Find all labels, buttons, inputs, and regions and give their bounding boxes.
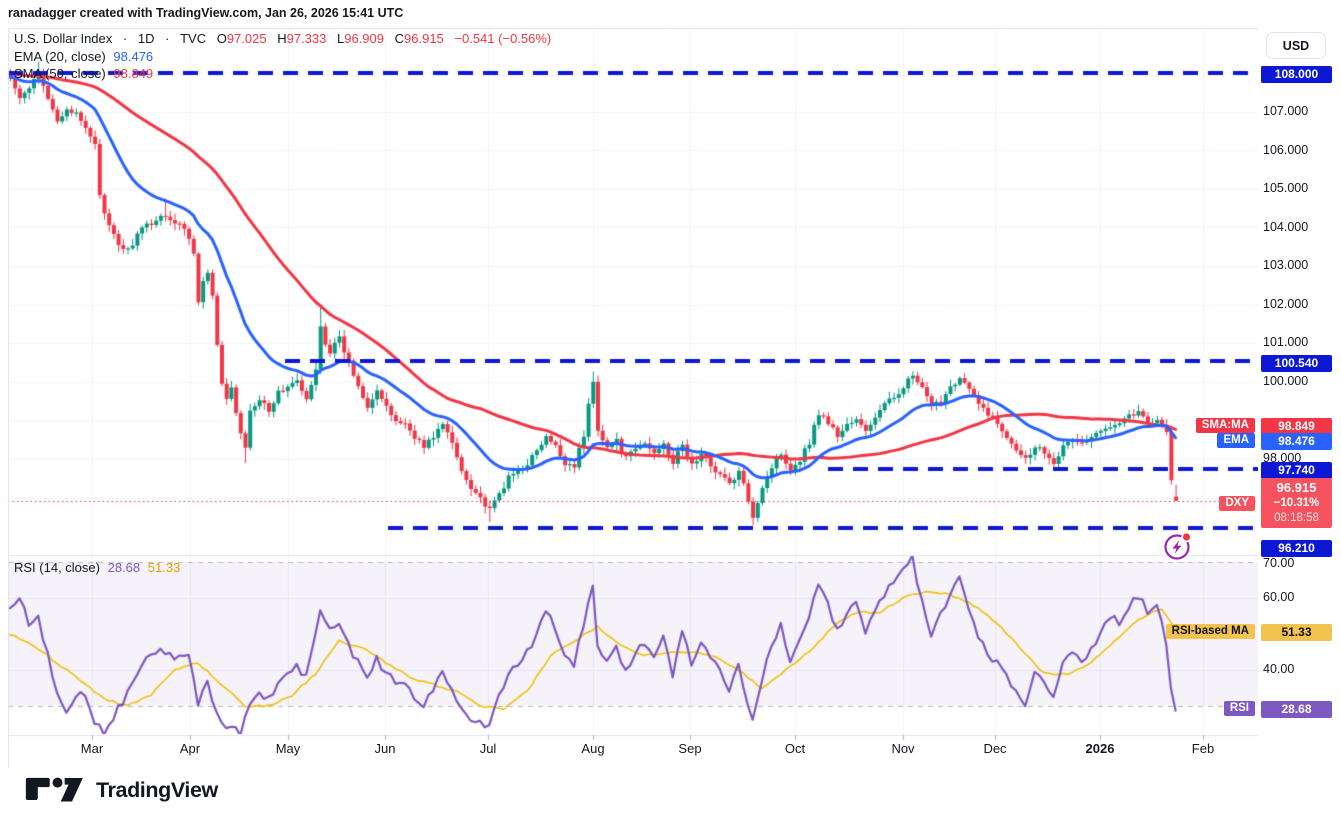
time-axis-label-feb: Feb xyxy=(1191,741,1215,756)
sma-legend-row[interactable]: SMA (50, close) 98.849 xyxy=(14,66,153,81)
price-axis-label: 105.000 xyxy=(1263,181,1309,195)
ema-legend-value: 98.476 xyxy=(113,49,154,64)
time-axis-label-2026: 2026 xyxy=(1085,741,1115,756)
rsi-legend-label: RSI (14, close) xyxy=(14,560,100,575)
time-axis-label-dec: Dec xyxy=(983,741,1007,756)
flash-notification-icon[interactable] xyxy=(1160,526,1196,564)
time-axis-label-nov: Nov xyxy=(891,741,915,756)
ohlc-low-value: 96.909 xyxy=(344,31,384,46)
ema-legend-label: EMA (20, close) xyxy=(14,49,106,64)
notification-dot xyxy=(1181,531,1192,543)
symbol-exchange: TVC xyxy=(180,31,207,46)
time-axis-label-jun: Jun xyxy=(374,741,396,756)
rsi-name-chip: RSI xyxy=(1223,701,1255,716)
ohlc-close-letter: C xyxy=(394,31,405,46)
price-axis-label: 98.000 xyxy=(1263,451,1302,465)
chart-plot-area[interactable] xyxy=(8,28,1333,768)
attribution-text: ranadagger created with TradingView.com,… xyxy=(8,6,404,20)
symbol-title: U.S. Dollar Index xyxy=(14,31,113,46)
symbol-name-chip: DXY xyxy=(1219,496,1255,511)
ema-value-chip: 98.476 xyxy=(1261,433,1332,450)
time-axis-label-apr: Apr xyxy=(179,741,201,756)
rsi-legend-value: 28.68 xyxy=(107,560,141,575)
last-price-change: −10.31% xyxy=(1273,497,1320,509)
level-chip-100540[interactable]: 100.540 xyxy=(1261,355,1332,372)
tradingview-logo[interactable]: TradingView xyxy=(24,777,218,803)
bar-countdown: 08:18:58 xyxy=(1274,512,1319,524)
price-axis-label: 103.000 xyxy=(1263,258,1309,272)
level-chip-108[interactable]: 108.000 xyxy=(1261,66,1332,83)
legend-separator: · xyxy=(165,31,170,46)
rsi-axis-label: 70.00 xyxy=(1263,556,1295,570)
sma-legend-label: SMA (50, close) xyxy=(14,66,106,81)
symbol-interval: 1D xyxy=(137,31,155,46)
ohlc-open-letter: O xyxy=(216,31,227,46)
ema-name-chip: EMA xyxy=(1217,433,1255,448)
rsi-axis-label: 60.00 xyxy=(1263,590,1295,604)
sma-legend-value: 98.849 xyxy=(113,66,154,81)
ema-legend-row[interactable]: EMA (20, close) 98.476 xyxy=(14,49,153,64)
ohlc-high-letter: H xyxy=(277,31,287,46)
last-price-value: 96.915 xyxy=(1276,480,1317,495)
price-axis-label: 104.000 xyxy=(1263,220,1309,234)
price-axis-label: 101.000 xyxy=(1263,335,1309,349)
change-value: −0.541 (−0.56%) xyxy=(454,31,552,46)
level-chip-97740[interactable]: 97.740 xyxy=(1261,462,1332,479)
rsi-axis-label: 40.00 xyxy=(1263,662,1295,676)
brand-name: TradingView xyxy=(96,777,218,802)
rsi-ma-legend-value: 51.33 xyxy=(147,560,181,575)
ohlc-low-letter: L xyxy=(337,31,345,46)
sma-value-chip: 98.849 xyxy=(1261,418,1332,435)
ohlc-open-value: 97.025 xyxy=(226,31,267,46)
symbol-legend-row[interactable]: U.S. Dollar Index · 1D · TVC O97.025 H97… xyxy=(14,31,551,46)
currency-toggle-button[interactable]: USD xyxy=(1266,32,1326,59)
time-axis-label-mar: Mar xyxy=(80,741,104,756)
price-axis-label: 107.000 xyxy=(1263,104,1309,118)
price-axis-label: 100.000 xyxy=(1263,374,1309,388)
rsi-ma-name-chip: RSI-based MA xyxy=(1165,624,1255,639)
time-axis-label-jul: Jul xyxy=(479,741,497,756)
time-axis-label-sep: Sep xyxy=(678,741,702,756)
ohlc-high-value: 97.333 xyxy=(286,31,327,46)
tradingview-logo-mark xyxy=(25,777,83,802)
price-axis-panel[interactable] xyxy=(1258,28,1341,768)
ohlc-close-value: 96.915 xyxy=(404,31,444,46)
sma-name-chip: SMA:MA xyxy=(1195,418,1255,433)
rsi-value-chip: 28.68 xyxy=(1261,701,1332,718)
last-price-chip: 96.915 −10.31% 08:18:58 xyxy=(1261,478,1332,528)
time-axis-label-oct: Oct xyxy=(784,741,806,756)
rsi-legend-row[interactable]: RSI (14, close) 28.68 51.33 xyxy=(14,560,180,575)
price-axis-label: 106.000 xyxy=(1263,143,1309,157)
time-axis-label-may: May xyxy=(275,741,301,756)
time-axis-label-aug: Aug xyxy=(581,741,605,756)
level-chip-96210[interactable]: 96.210 xyxy=(1261,540,1332,557)
legend-separator: · xyxy=(122,31,128,46)
lightning-bolt-icon xyxy=(1172,540,1182,554)
rsi-ma-value-chip: 51.33 xyxy=(1261,624,1332,641)
price-axis-label: 102.000 xyxy=(1263,297,1309,311)
